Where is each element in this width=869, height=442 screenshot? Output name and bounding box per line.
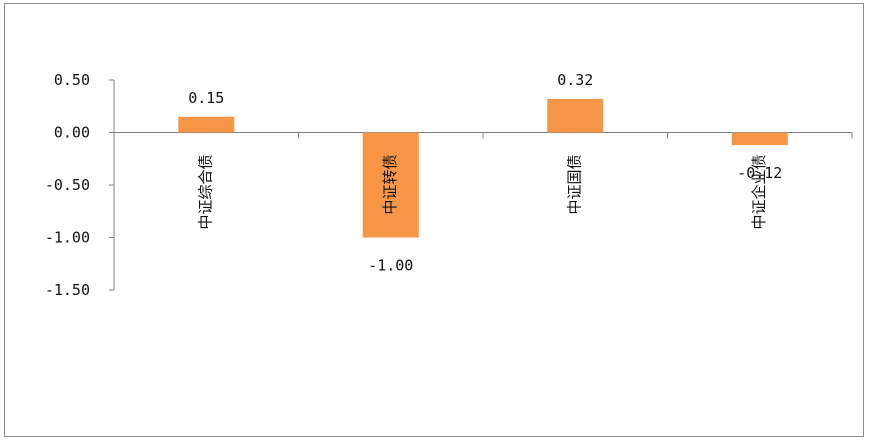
y-tick-label: -0.50 bbox=[45, 176, 90, 194]
y-tick-label: -1.50 bbox=[45, 281, 90, 299]
category-label: 中证企业债 bbox=[750, 155, 768, 230]
bar bbox=[547, 98, 604, 133]
y-tick-label: 0.00 bbox=[54, 124, 90, 142]
data-label: 0.32 bbox=[557, 71, 593, 89]
data-label: -0.12 bbox=[737, 164, 782, 182]
category-label: 中证综合债 bbox=[196, 155, 214, 230]
data-label: 0.15 bbox=[188, 89, 224, 107]
y-tick-label: -1.00 bbox=[45, 229, 90, 247]
bar bbox=[362, 132, 419, 238]
data-label: -1.00 bbox=[368, 257, 413, 275]
category-label: 中证转债 bbox=[381, 155, 399, 215]
bar bbox=[731, 132, 788, 146]
y-tick-label: 0.50 bbox=[54, 71, 90, 89]
chart-frame bbox=[4, 3, 864, 437]
bar bbox=[178, 116, 235, 133]
category-label: 中证国债 bbox=[565, 155, 583, 215]
